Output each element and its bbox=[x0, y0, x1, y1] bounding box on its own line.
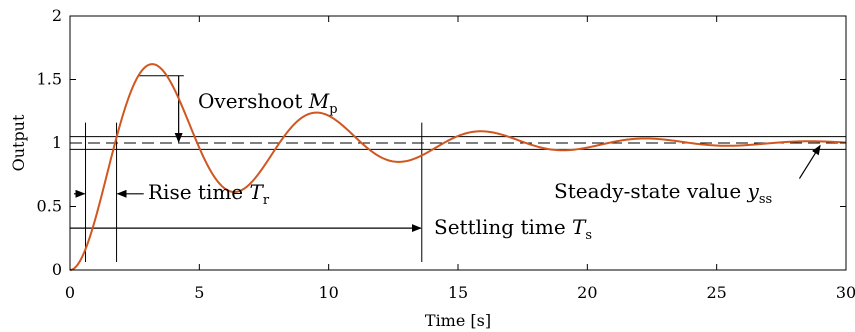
y-tick-label: 1 bbox=[52, 133, 62, 152]
y-tick-label: 0.5 bbox=[37, 197, 62, 216]
overshoot-annotation: Overshoot Mp bbox=[198, 89, 338, 117]
x-tick-label: 20 bbox=[577, 283, 597, 302]
settling-time-annotation: Settling time Ts bbox=[434, 215, 592, 243]
y-tick-label: 1.5 bbox=[37, 70, 62, 89]
y-axis-title: Output bbox=[9, 114, 28, 171]
x-tick-label: 5 bbox=[194, 283, 204, 302]
steady-state-arrow bbox=[798, 144, 821, 179]
steady-state-annotation: Steady-state value yss bbox=[554, 179, 772, 207]
y-tick-label: 2 bbox=[52, 6, 62, 25]
response-curve bbox=[69, 63, 847, 271]
x-tick-label: 30 bbox=[836, 283, 855, 302]
x-axis-title: Time [s] bbox=[425, 311, 491, 330]
rise-time-annotation: Rise time Tr bbox=[148, 180, 270, 208]
y-tick-label: 0 bbox=[52, 260, 62, 279]
x-tick-label: 25 bbox=[706, 283, 726, 302]
x-tick-label: 15 bbox=[448, 283, 468, 302]
x-tick-label: 10 bbox=[318, 283, 338, 302]
x-tick-label: 0 bbox=[65, 283, 75, 302]
